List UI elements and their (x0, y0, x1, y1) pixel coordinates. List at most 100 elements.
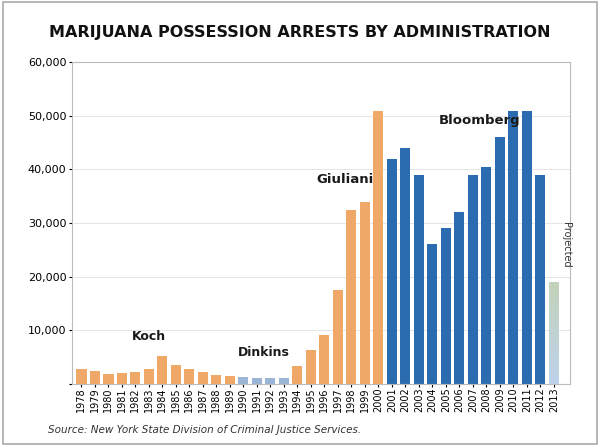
Text: Bloomberg: Bloomberg (439, 114, 520, 127)
Bar (549, 340, 559, 342)
Bar (360, 202, 370, 384)
Bar (549, 318, 559, 319)
Bar (549, 325, 559, 326)
Bar (549, 288, 559, 289)
Bar (549, 311, 559, 312)
Bar (549, 376, 559, 377)
Bar (306, 351, 316, 384)
Bar (184, 369, 194, 384)
Bar (549, 320, 559, 321)
Bar (549, 382, 559, 384)
Bar (90, 371, 100, 384)
Bar (549, 364, 559, 366)
Bar (549, 285, 559, 286)
Bar (549, 307, 559, 309)
Bar (549, 349, 559, 351)
Bar (549, 328, 559, 329)
Bar (549, 297, 559, 298)
Bar (549, 338, 559, 339)
Bar (549, 368, 559, 370)
Bar (549, 329, 559, 330)
Bar (549, 289, 559, 291)
Bar (549, 302, 559, 303)
Bar (198, 372, 208, 384)
Text: Giuliani: Giuliani (316, 173, 373, 186)
Bar (549, 301, 559, 302)
Bar (238, 377, 248, 384)
Text: Projected: Projected (561, 222, 571, 267)
Bar (319, 335, 329, 384)
Bar (481, 167, 491, 384)
Bar (549, 353, 559, 354)
Bar (549, 293, 559, 294)
Bar (549, 377, 559, 379)
Bar (144, 369, 154, 384)
Bar (549, 352, 559, 353)
Bar (549, 310, 559, 311)
Bar (549, 292, 559, 293)
Bar (76, 368, 86, 384)
Bar (549, 298, 559, 300)
Bar (414, 175, 424, 384)
Bar (211, 375, 221, 384)
Bar (252, 378, 262, 384)
Bar (171, 365, 181, 384)
Bar (549, 294, 559, 296)
Bar (130, 372, 140, 384)
Bar (549, 282, 559, 283)
Bar (468, 175, 478, 384)
Bar (549, 300, 559, 301)
Bar (549, 306, 559, 307)
Bar (549, 339, 559, 340)
Bar (549, 379, 559, 380)
Bar (549, 348, 559, 349)
Bar (549, 351, 559, 352)
Bar (549, 316, 559, 318)
Bar (549, 343, 559, 344)
Bar (549, 375, 559, 376)
Bar (549, 314, 559, 315)
Bar (549, 287, 559, 288)
Bar (157, 356, 167, 384)
Bar (549, 362, 559, 363)
Bar (387, 159, 397, 384)
Bar (549, 381, 559, 382)
Bar (454, 212, 464, 384)
Bar (549, 337, 559, 338)
Bar (549, 380, 559, 381)
Bar (549, 309, 559, 310)
Bar (549, 342, 559, 343)
Bar (549, 303, 559, 305)
Bar (549, 312, 559, 314)
Text: Koch: Koch (132, 330, 166, 343)
Bar (549, 330, 559, 331)
Bar (549, 296, 559, 297)
Bar (549, 359, 559, 361)
Bar (373, 111, 383, 384)
Bar (549, 367, 559, 368)
Bar (549, 335, 559, 337)
Bar (549, 370, 559, 371)
Bar (549, 333, 559, 334)
Bar (495, 137, 505, 384)
Bar (549, 324, 559, 325)
Bar (549, 344, 559, 345)
Bar (292, 367, 302, 384)
Bar (549, 347, 559, 348)
Bar (265, 378, 275, 384)
Bar (522, 111, 532, 384)
Bar (427, 244, 437, 384)
Text: Source: New York State Division of Criminal Justice Services.: Source: New York State Division of Crimi… (48, 425, 361, 435)
Bar (549, 358, 559, 359)
Bar (549, 321, 559, 322)
Bar (549, 363, 559, 364)
Bar (279, 378, 289, 384)
Bar (549, 354, 559, 355)
Bar (441, 228, 451, 384)
Bar (549, 286, 559, 287)
Bar (549, 315, 559, 316)
Bar (549, 366, 559, 367)
Bar (549, 331, 559, 333)
Bar (508, 111, 518, 384)
Bar (400, 148, 410, 384)
